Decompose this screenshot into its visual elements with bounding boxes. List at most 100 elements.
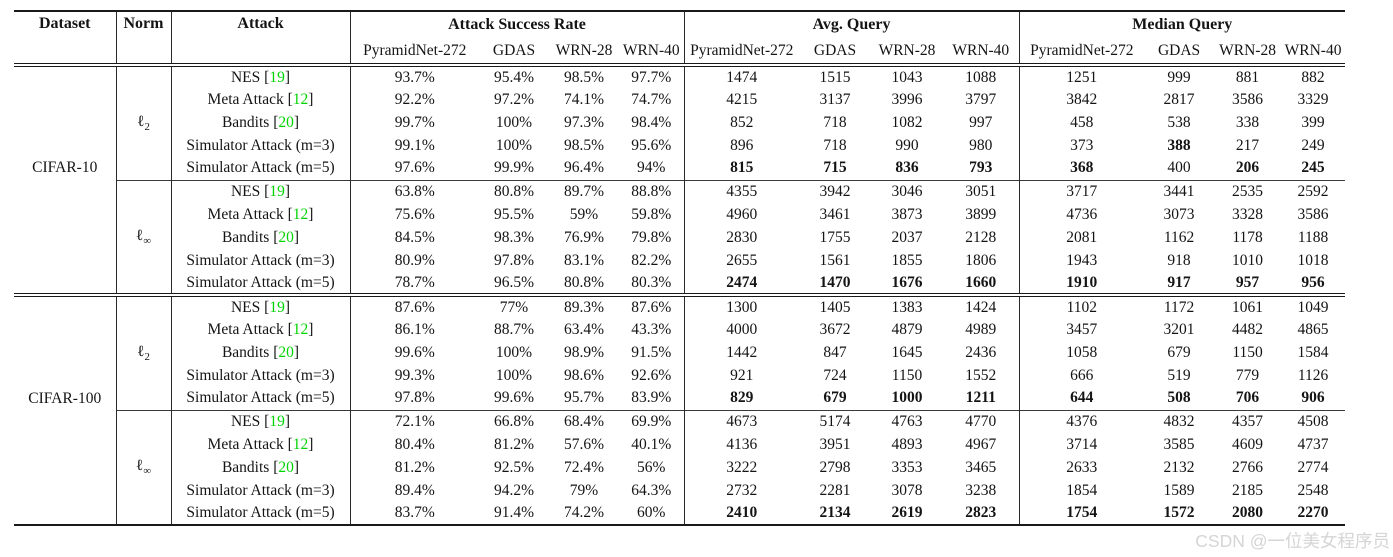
col-header-norm: Norm (116, 11, 172, 67)
median-query-value: 1172 (1144, 293, 1215, 318)
citation-link[interactable]: 12 (292, 205, 309, 223)
avg-query-value: 793 (943, 157, 1020, 180)
median-query-value: 2548 (1297, 481, 1329, 499)
asr-value: 74.2% (563, 504, 605, 521)
citation-link[interactable]: 19 (269, 68, 285, 86)
median-query-value: 1754 (1066, 504, 1098, 521)
median-query-value: 4482 (1232, 320, 1264, 338)
median-query-value: 4736 (1066, 205, 1098, 223)
median-query-value: 388 (1167, 136, 1191, 154)
table-row: Simulator Attack (m=5) 97.8% 99.6% 95.7% 83.… (14, 387, 1345, 410)
avg-query-value: 836 (895, 159, 919, 177)
median-query-value: 400 (1167, 159, 1191, 177)
table-row: CIFAR-100 ℓ2 NES [19] 87.6% 77% 89.3% 87.6% 130… (14, 293, 1346, 525)
asr-value: 95.7% (563, 389, 605, 407)
asr-value: 96.4% (563, 159, 605, 177)
avg-query-value: 1211 (943, 387, 1020, 410)
median-query-value: 1049 (1281, 293, 1346, 318)
table-row: ℓ∞ NES [19] 63.8% 80.8% 89.7% 88.8% 4355 3942 30… (14, 179, 1346, 295)
median-query-value: 4376 (1019, 409, 1145, 433)
median-query-value: 1162 (1163, 228, 1195, 246)
median-query-value: 1910 (1066, 273, 1098, 291)
attack-cell: Simulator Attack (m=3) (171, 134, 351, 157)
dataset-label: CIFAR-100 (28, 389, 102, 407)
citation-link[interactable]: 12 (292, 90, 309, 108)
citation-link[interactable]: 19 (269, 298, 285, 316)
citation-link[interactable]: 20 (278, 113, 294, 131)
avg-query-value: 997 (943, 111, 1020, 134)
asr-value: 87.6% (619, 293, 685, 318)
attack-cell: Simulator Attack (m=3) (171, 249, 351, 272)
avg-query-value: 1300 (684, 293, 799, 318)
asr-value: 80.8% (479, 179, 549, 203)
asr-value: 69.9% (619, 409, 685, 433)
median-query-value: 338 (1235, 113, 1260, 131)
median-query-value: 3457 (1066, 320, 1098, 338)
asr-value: 59.8% (619, 203, 685, 226)
asr-value: 98.5% (563, 68, 605, 86)
median-query-value: 458 (1070, 113, 1094, 131)
avg-query-value: 3238 (943, 479, 1020, 502)
median-query-value: 4832 (1144, 409, 1215, 433)
asr-value: 99.6% (394, 343, 435, 361)
median-query-value: 999 (1167, 68, 1191, 86)
table-row: ℓ∞ NES [19] 72.1% 66.8% 68.4% 69.9% 4673 5174 47… (14, 409, 1346, 525)
asr-value: 97.7% (619, 65, 685, 88)
attack-cell: Simulator Attack (m=5) (171, 502, 351, 525)
avg-query-value: 3996 (891, 90, 923, 108)
model-header-wrn-40: WRN-40 (619, 38, 685, 67)
avg-query-value: 4215 (726, 90, 758, 108)
asr-value: 56% (619, 456, 685, 479)
citation-link[interactable]: 20 (278, 343, 294, 361)
median-query-value: 1943 (1066, 251, 1098, 269)
col-header-attack: Attack (171, 11, 351, 67)
median-query-value: 3585 (1163, 435, 1195, 453)
asr-value: 84.5% (394, 228, 435, 246)
avg-query-value: 3672 (819, 320, 851, 338)
asr-value: 96.5% (493, 273, 535, 291)
citation-link[interactable]: 19 (269, 412, 285, 430)
asr-value: 89.4% (394, 481, 435, 499)
avg-query-value: 1424 (943, 293, 1020, 318)
asr-value: 98.6% (563, 366, 605, 384)
asr-value: 95.4% (493, 68, 535, 86)
asr-value: 98.5% (563, 136, 605, 154)
avg-query-value: 718 (823, 136, 847, 154)
median-query-value: 2766 (1232, 458, 1264, 476)
citation-link[interactable]: 12 (292, 435, 309, 453)
avg-query-value: 2474 (726, 273, 758, 291)
median-query-value: 4508 (1281, 409, 1346, 433)
citation-link[interactable]: 20 (278, 458, 294, 476)
median-query-value: 217 (1235, 136, 1260, 154)
avg-query-value: 2128 (943, 226, 1020, 249)
asr-value: 79% (569, 481, 599, 499)
table-row: Simulator Attack (m=5) 83.7% 91.4% 74.2% 60%… (14, 502, 1345, 525)
median-query-value: 1102 (1019, 293, 1145, 318)
citation-link[interactable]: 19 (269, 182, 285, 200)
median-query-value: 508 (1167, 389, 1191, 407)
avg-query-value: 4355 (684, 179, 799, 203)
asr-value: 72.4% (563, 458, 605, 476)
avg-query-value: 980 (943, 134, 1020, 157)
asr-value: 80.4% (394, 435, 435, 453)
asr-value: 97.2% (493, 90, 535, 108)
avg-query-value: 718 (823, 113, 847, 131)
avg-query-value: 1660 (943, 272, 1020, 295)
citation-link[interactable]: 12 (292, 320, 309, 338)
attack-cell: Meta Attack [12] (171, 318, 351, 341)
table-row: Bandits [20] 84.5% 98.3% 76.9% 79.8% 2830 1755… (14, 226, 1345, 249)
median-query-value: 906 (1301, 389, 1325, 407)
model-header-gdas: GDAS (1144, 38, 1215, 67)
median-query-value: 2081 (1066, 228, 1098, 246)
avg-query-value: 896 (730, 136, 754, 154)
asr-value: 91.5% (619, 341, 685, 364)
citation-link[interactable]: 20 (278, 228, 294, 246)
median-query-value: 245 (1301, 159, 1325, 177)
table-row: CIFAR-10 ℓ2 NES [19] 93.7% 95.4% 98.5% 97.7% 14… (14, 65, 1345, 295)
asr-value: 60% (619, 502, 685, 525)
asr-value: 100% (495, 366, 533, 384)
median-query-value: 706 (1235, 389, 1260, 407)
asr-value: 74.7% (619, 88, 685, 111)
avg-query-value: 1855 (891, 251, 923, 269)
median-query-value: 2535 (1214, 179, 1282, 203)
